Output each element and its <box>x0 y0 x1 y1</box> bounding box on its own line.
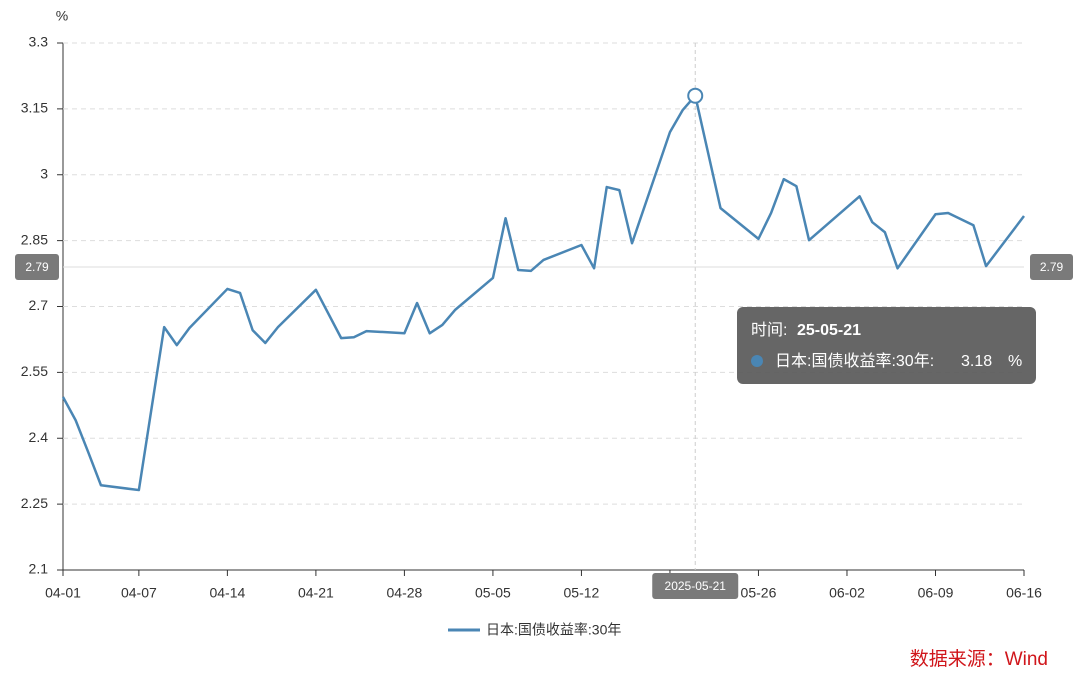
tooltip-value: 3.18 <box>961 353 992 370</box>
y-tick-label: 2.7 <box>29 297 49 313</box>
x-tick-label: 06-16 <box>1006 585 1042 601</box>
x-tick-label: 04-21 <box>298 585 334 601</box>
x-tick-label: 05-12 <box>564 585 600 601</box>
tooltip-series: 日本:国债收益率:30年: <box>775 352 934 370</box>
x-tick-label: 05-26 <box>741 585 777 601</box>
x-tick-label: 06-09 <box>918 585 954 601</box>
cursor-x-label: 2025-05-21 <box>665 579 727 593</box>
x-tick-label: 04-07 <box>121 585 157 601</box>
y-tick-label: 2.85 <box>21 231 48 247</box>
tooltip-box <box>737 307 1036 384</box>
y-tick-label: 2.55 <box>21 363 48 379</box>
series-line <box>61 94 1025 492</box>
y-tick-label: 2.25 <box>21 495 48 511</box>
cursor-y-label: 2.79 <box>25 260 49 274</box>
tooltip-time-label: 时间: <box>751 321 787 339</box>
x-tick-label: 04-01 <box>45 585 81 601</box>
y-tick-label: 2.1 <box>29 561 49 577</box>
y-tick-label: 3.15 <box>21 100 48 116</box>
y-unit: % <box>56 8 68 24</box>
y-tick-label: 3.3 <box>29 34 49 50</box>
source: 数据来源：Wind <box>910 648 1048 670</box>
cursor-y-box <box>1030 253 1073 280</box>
tooltip-time: 25-05-21 <box>797 322 861 339</box>
legend-label: 日本:国债收益率:30年 <box>486 622 621 638</box>
tooltip-dot <box>751 355 763 367</box>
x-tick-label: 04-14 <box>209 585 245 601</box>
cursor-x-box <box>652 573 739 599</box>
x-tick-label: 04-28 <box>387 585 423 601</box>
y-tick-label: 2.4 <box>29 429 49 445</box>
x-tick-label: 06-02 <box>829 585 865 601</box>
x-tick-label: 05-05 <box>475 585 511 601</box>
cursor-y-label: 2.79 <box>1040 260 1064 274</box>
tooltip-unit: % <box>1008 353 1022 370</box>
hover-point <box>687 87 704 104</box>
cursor-y-box <box>15 253 59 280</box>
y-tick-label: 3 <box>40 165 48 181</box>
